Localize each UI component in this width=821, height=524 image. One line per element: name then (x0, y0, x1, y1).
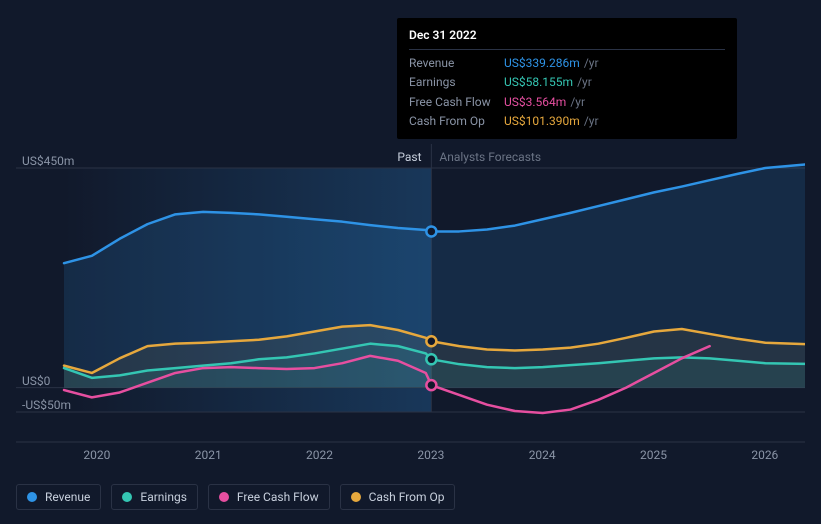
legend-label: Earnings (140, 490, 187, 504)
legend-dot-icon (27, 492, 37, 502)
legend-label: Cash From Op (369, 490, 445, 504)
tooltip-row-revenue: Revenue US$339.286m /yr (409, 54, 725, 73)
y-axis-label: US$450m (22, 154, 74, 168)
legend-dot-icon (351, 492, 361, 502)
tooltip-row-cashop: Cash From Op US$101.390m /yr (409, 112, 725, 131)
legend-item-earnings[interactable]: Earnings (111, 484, 198, 510)
legend-label: Free Cash Flow (237, 490, 319, 504)
legend-item-cashop[interactable]: Cash From Op (340, 484, 456, 510)
tooltip-date: Dec 31 2022 (409, 26, 725, 50)
tooltip-row-earnings: Earnings US$58.155m /yr (409, 73, 725, 92)
y-axis-label: -US$50m (22, 398, 71, 412)
legend: Revenue Earnings Free Cash Flow Cash Fro… (16, 484, 455, 510)
legend-dot-icon (219, 492, 229, 502)
x-axis-label: 2026 (751, 448, 778, 462)
legend-item-fcf[interactable]: Free Cash Flow (208, 484, 330, 510)
legend-dot-icon (122, 492, 132, 502)
legend-item-revenue[interactable]: Revenue (16, 484, 101, 510)
x-axis-label: 2023 (417, 448, 444, 462)
legend-label: Revenue (45, 490, 90, 504)
section-label-past: Past (397, 150, 421, 164)
chart-tooltip: Dec 31 2022 Revenue US$339.286m /yr Earn… (397, 18, 737, 139)
x-axis-label: 2024 (529, 448, 556, 462)
x-axis-label: 2020 (83, 448, 110, 462)
x-axis-label: 2025 (640, 448, 667, 462)
section-label-forecast: Analysts Forecasts (439, 150, 541, 164)
y-axis-label: US$0 (22, 374, 50, 388)
x-axis-label: 2021 (195, 448, 222, 462)
x-axis-label: 2022 (306, 448, 333, 462)
tooltip-row-fcf: Free Cash Flow US$3.564m /yr (409, 93, 725, 112)
